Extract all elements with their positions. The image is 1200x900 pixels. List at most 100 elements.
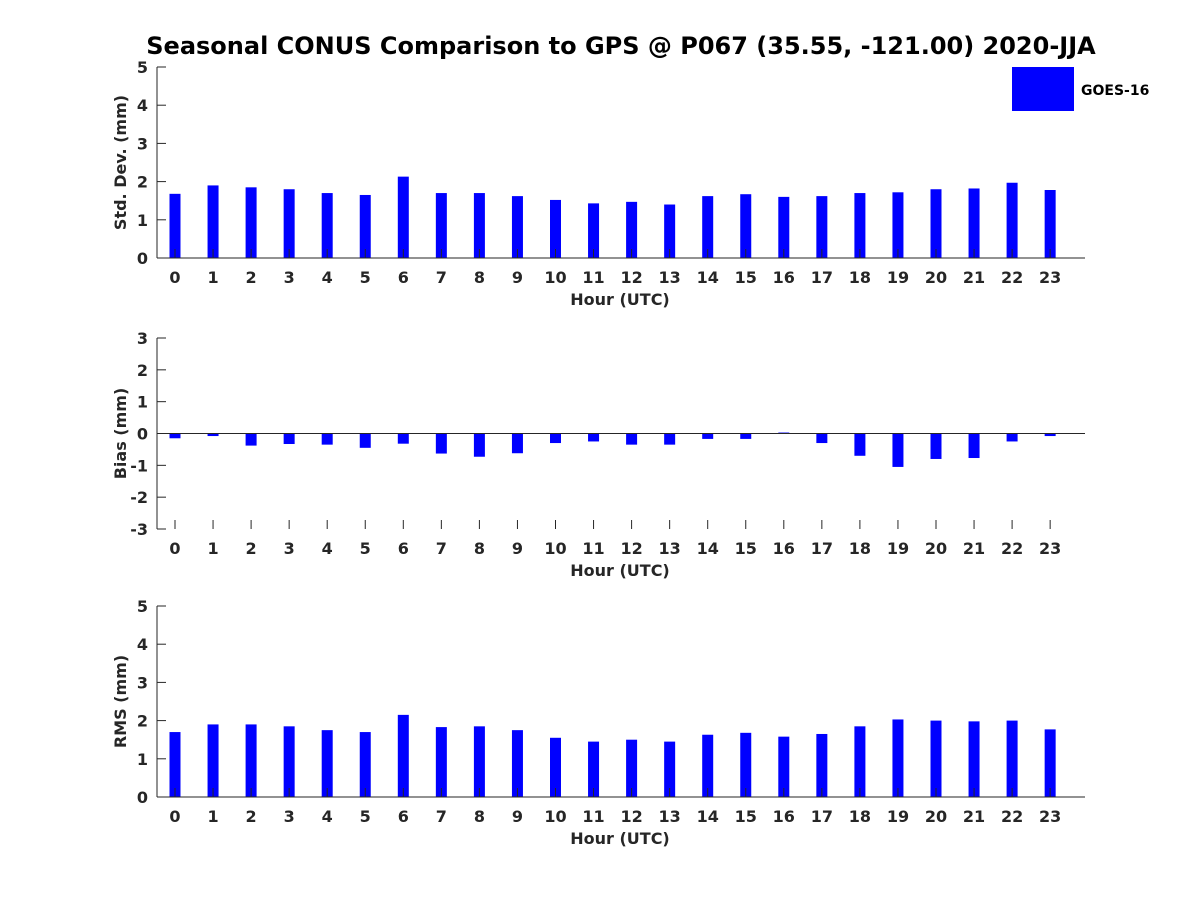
x-tick-label: 23 [1039,807,1061,826]
bar [359,732,371,797]
bar [169,732,181,797]
y-tick-label: -2 [130,488,148,507]
x-tick-label: 17 [811,807,833,826]
bar [778,196,790,258]
x-tick-label: 6 [398,539,409,558]
bar [1006,433,1018,442]
bar [588,433,600,442]
x-tick-label: 21 [963,807,985,826]
bar [550,433,561,444]
x-tick-label: 6 [398,807,409,826]
legend-label: GOES-16 [1081,83,1149,99]
y-axis-label: Bias (mm) [111,388,130,480]
x-tick-label: 0 [169,268,180,287]
bar [435,433,447,454]
x-tick-label: 9 [512,268,523,287]
bar [968,721,980,797]
bar [740,433,752,439]
x-tick-label: 20 [925,807,947,826]
x-tick-label: 4 [322,807,333,826]
x-tick-label: 8 [474,807,485,826]
bar [283,189,295,258]
bar [435,193,447,258]
bar [473,193,485,258]
x-tick-label: 12 [620,268,642,287]
y-axis-label: RMS (mm) [111,655,130,748]
x-tick-label: 16 [773,539,795,558]
y-tick-label: 3 [137,134,148,153]
bar [1044,433,1056,437]
bar [397,433,409,444]
bar [283,726,295,797]
bar [740,194,752,258]
x-tick-label: 1 [207,268,218,287]
bar [930,720,942,797]
x-tick-label: 7 [436,807,447,826]
legend-swatch [1012,67,1074,111]
x-tick-label: 23 [1039,268,1061,287]
x-tick-label: 6 [398,268,409,287]
x-tick-label: 12 [620,807,642,826]
x-tick-label: 10 [544,539,566,558]
x-tick-label: 14 [697,268,719,287]
y-tick-label: 4 [137,96,148,115]
x-tick-label: 9 [512,807,523,826]
y-axis-label: Std. Dev. (mm) [111,95,130,230]
bar [664,433,676,445]
x-tick-label: 14 [697,539,719,558]
bar [930,189,942,258]
bar [588,741,600,797]
bar [892,719,904,797]
x-tick-label: 11 [582,268,604,287]
bar [968,433,980,459]
bar [473,433,485,457]
y-tick-label: -1 [130,456,148,475]
x-tick-label: 15 [735,807,757,826]
x-tick-label: 13 [659,539,681,558]
bar [854,726,866,797]
bar [702,196,714,258]
bar [664,741,676,797]
y-tick-label: 5 [137,58,148,77]
x-tick-label: 8 [474,539,485,558]
x-axis-label: Hour (UTC) [570,829,670,848]
bar [511,730,523,797]
bar [816,433,828,444]
x-tick-label: 22 [1001,807,1023,826]
x-tick-label: 22 [1001,539,1023,558]
x-tick-label: 10 [544,807,566,826]
bar [550,199,561,258]
bar [473,726,485,797]
bar [511,196,523,258]
x-tick-label: 18 [849,807,871,826]
x-tick-label: 13 [659,807,681,826]
x-tick-label: 3 [284,268,295,287]
y-tick-label: 1 [137,750,148,769]
bar [435,727,447,797]
x-tick-label: 18 [849,268,871,287]
x-tick-label: 9 [512,539,523,558]
x-tick-label: 14 [697,807,719,826]
bar [740,732,752,797]
x-tick-label: 2 [246,268,257,287]
x-tick-label: 0 [169,807,180,826]
bar [778,736,790,797]
x-tick-label: 4 [322,539,333,558]
x-axis-label: Hour (UTC) [570,561,670,580]
x-tick-label: 19 [887,268,909,287]
bar [854,193,866,258]
bar [397,176,409,258]
bar [1044,729,1056,797]
y-tick-label: 3 [137,329,148,348]
y-tick-label: 0 [137,249,148,268]
x-tick-label: 0 [169,539,180,558]
x-tick-label: 21 [963,539,985,558]
bar [397,714,409,797]
bar [245,724,257,797]
bar [930,433,942,459]
legend: GOES-16 [1012,67,1149,111]
x-tick-label: 3 [284,539,295,558]
